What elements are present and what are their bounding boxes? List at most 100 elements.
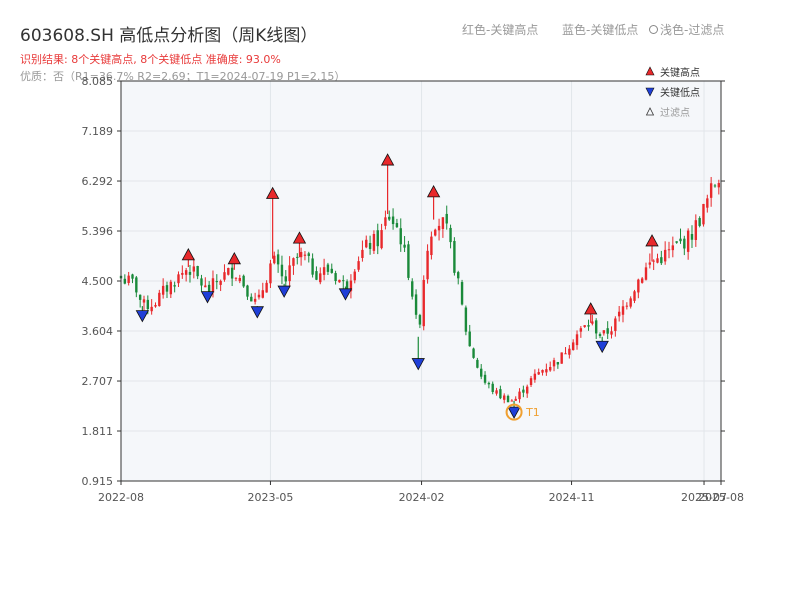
candle-body: [506, 395, 510, 403]
candle: [403, 236, 406, 253]
candle-body: [640, 278, 644, 283]
candle-body: [414, 294, 418, 315]
candle: [526, 384, 529, 398]
candle-body: [468, 331, 471, 347]
candle-body: [434, 229, 437, 236]
candle: [303, 251, 307, 261]
candle: [422, 275, 425, 331]
candle: [330, 263, 333, 274]
candle-body: [571, 342, 575, 351]
candle: [564, 347, 567, 355]
candle-body: [184, 270, 188, 275]
candle-body: [686, 230, 690, 252]
candle-body: [315, 271, 318, 280]
candle-body: [303, 254, 307, 256]
candle: [617, 305, 621, 322]
candle: [430, 231, 433, 260]
candle-body: [223, 272, 226, 280]
candle-body: [165, 285, 169, 292]
candle-body: [380, 230, 383, 249]
candle-body: [648, 262, 652, 265]
candle-body: [418, 315, 422, 325]
candle: [292, 257, 295, 275]
candle: [368, 235, 372, 255]
candle-body: [181, 272, 184, 275]
candle: [311, 253, 314, 278]
candle-body: [552, 360, 556, 367]
key-high-marker: [584, 302, 598, 315]
x-tick-label: 2025-07: [681, 491, 727, 504]
top-legend-gray-label: 浅色-过滤点: [660, 23, 725, 37]
key-high-marker: [265, 186, 280, 199]
candle: [426, 244, 429, 284]
candle: [499, 385, 502, 400]
candle-body: [499, 389, 502, 399]
candle: [667, 241, 671, 259]
candle: [357, 256, 360, 272]
candle-body: [372, 233, 376, 251]
key-high-marker: [292, 231, 307, 244]
candle-body: [319, 273, 322, 283]
candle-body: [625, 305, 629, 307]
candle: [154, 302, 157, 308]
candle: [717, 179, 721, 195]
candle-body: [426, 250, 429, 280]
candle: [177, 271, 180, 287]
candle: [583, 325, 586, 328]
candle: [138, 294, 142, 308]
candle: [625, 302, 629, 310]
candle-body: [545, 369, 548, 373]
recognition-result: 识别结果: 8个关键高点, 8个关键低点 准确度: 93.0%: [20, 53, 281, 66]
y-tick-label: 2.707: [82, 375, 114, 388]
candle-body: [368, 242, 372, 249]
candle: [437, 218, 441, 241]
candle-body: [587, 325, 590, 327]
candle-body: [480, 368, 483, 377]
candle-body: [230, 267, 234, 279]
key-low-marker: [277, 285, 291, 298]
candle: [602, 330, 606, 336]
candle: [445, 205, 448, 230]
candle-body: [376, 230, 379, 247]
candle-body: [548, 367, 552, 371]
candle: [491, 381, 494, 395]
candle-body: [173, 285, 176, 287]
candle-body: [671, 245, 675, 251]
candle-body: [299, 252, 303, 258]
candle: [541, 369, 544, 376]
candle-body: [361, 249, 364, 258]
candle: [686, 228, 690, 260]
y-tick-label: 6.292: [82, 175, 114, 188]
candle-body: [234, 277, 238, 279]
key-high-marker: [181, 248, 196, 261]
candle-body: [491, 383, 494, 392]
candle: [269, 259, 272, 288]
candle: [322, 258, 326, 281]
candle: [192, 258, 196, 279]
candle-body: [215, 281, 219, 283]
candle-body: [296, 256, 299, 258]
candle: [472, 347, 475, 359]
candle-body: [395, 223, 399, 228]
candle-body: [161, 285, 165, 295]
candle-body: [694, 220, 698, 240]
legend-low-icon: [645, 87, 655, 97]
candle: [273, 251, 276, 265]
candle-body: [131, 274, 134, 279]
candle: [706, 194, 709, 213]
candle: [215, 274, 219, 290]
candle: [480, 364, 483, 380]
candle-body: [598, 334, 602, 337]
candle-body: [564, 353, 567, 355]
candle-body: [334, 273, 337, 281]
y-tick-label: 0.915: [82, 475, 114, 488]
key-high-marker: [426, 185, 441, 198]
candle-body: [273, 255, 276, 264]
key-low-marker: [135, 310, 150, 323]
candle-body: [211, 278, 215, 293]
candle: [441, 217, 445, 238]
candle: [388, 210, 391, 221]
candle: [663, 241, 667, 265]
candle: [380, 223, 383, 250]
